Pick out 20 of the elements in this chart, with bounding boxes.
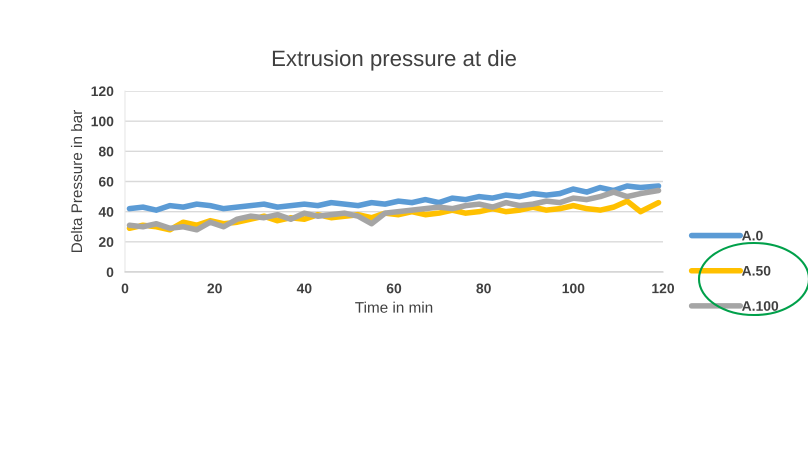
x-tick-label: 40 — [296, 283, 312, 294]
chart-title: Extrusion pressure at die — [272, 50, 516, 71]
x-axis-title: Time in min — [355, 302, 432, 313]
y-axis-title: Delta Pressure in bar — [70, 110, 82, 252]
x-tick-label: 60 — [386, 283, 402, 294]
y-tick-label: 0 — [106, 267, 114, 278]
y-tick-label: 120 — [92, 86, 114, 96]
y-tick-label: 20 — [98, 237, 114, 248]
legend-label: A.50 — [742, 266, 770, 276]
y-tick-label: 80 — [98, 146, 114, 157]
legend-label: A.100 — [742, 301, 778, 311]
y-tick-label: 100 — [92, 116, 114, 126]
x-tick-label: 0 — [122, 283, 128, 294]
y-tick-label: 40 — [98, 207, 114, 217]
x-tick-label: 20 — [207, 283, 222, 294]
x-tick-label: 120 — [652, 283, 674, 294]
y-tick-label: 60 — [98, 176, 114, 187]
legend-label: A.0 — [742, 230, 763, 241]
x-tick-label: 100 — [562, 283, 584, 294]
x-tick-label: 80 — [476, 283, 491, 294]
